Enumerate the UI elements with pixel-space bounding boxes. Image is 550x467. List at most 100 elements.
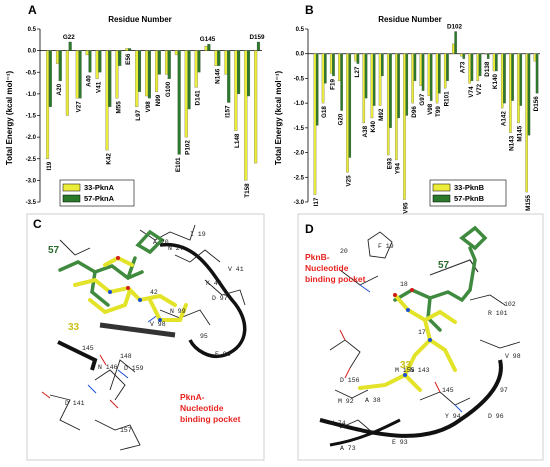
y-tick-label: -2.5 bbox=[26, 157, 37, 163]
panel-d-structure: D bbox=[297, 213, 544, 461]
bar-33-pknb-g97 bbox=[419, 53, 423, 86]
panel-c-strand bbox=[99, 322, 176, 338]
bar-57-pknb-a73 bbox=[462, 53, 466, 59]
bar-33-pknb-k40 bbox=[370, 53, 374, 119]
panel-c-residue-label: 95 bbox=[200, 333, 208, 340]
bar-33-pknb-v74 bbox=[468, 53, 471, 84]
panel-c-pocket-line3: binding pocket bbox=[180, 414, 241, 424]
panel-c-letter: C bbox=[33, 217, 42, 231]
panel-c-residue-label: N 27 bbox=[168, 245, 184, 252]
bar-33-pknb-m92 bbox=[378, 53, 382, 106]
bar-57-pkna-d141 bbox=[197, 50, 201, 73]
bar-57-pkna-g22 bbox=[68, 41, 72, 51]
panel-c-structure: C bbox=[26, 213, 265, 461]
bar-57-pkna-p102 bbox=[187, 50, 191, 110]
y-tick-label: -2.5 bbox=[294, 175, 305, 181]
bar-57-pknb-m92 bbox=[381, 53, 384, 77]
panel-d-residue-label: D 156 bbox=[340, 377, 360, 384]
panel-c-residue-label: D 97 bbox=[212, 295, 228, 302]
panel-d-ribbon-2 bbox=[329, 418, 401, 447]
bar-33-pknb-n143 bbox=[509, 53, 512, 133]
bar-33-pknb-v98 bbox=[427, 53, 431, 96]
bar-33-pkna-a40 bbox=[85, 50, 89, 56]
residue-label-v25: V25 bbox=[346, 175, 353, 187]
bar-33-pkna-l148 bbox=[234, 50, 238, 131]
bar-57-pknb-d156 bbox=[535, 53, 539, 94]
residue-label-d102: D102 bbox=[447, 23, 463, 30]
residue-label-r101: R101 bbox=[443, 91, 450, 107]
panel-d-residue-label: 17 bbox=[418, 329, 426, 336]
bar-57-pknb-a38 bbox=[364, 53, 368, 99]
bar-33-pkna-g145 bbox=[204, 46, 208, 51]
residue-label-a20: A20 bbox=[56, 83, 63, 95]
bar-33-pkna-n99 bbox=[155, 50, 159, 92]
panel-d-residue-label: M 155 bbox=[395, 367, 415, 374]
panel-c-frame bbox=[26, 213, 265, 461]
bar-33-pkna-v41 bbox=[95, 50, 99, 79]
bar-33-pknb-e93 bbox=[386, 53, 390, 156]
panel-c-ligand-n bbox=[108, 290, 162, 322]
y-tick-label: 0.0 bbox=[28, 49, 37, 55]
panel-c-ligand-33-label: 33 bbox=[68, 322, 80, 333]
y-tick-label: -0.5 bbox=[26, 70, 37, 76]
y-tick-label: -1.5 bbox=[294, 126, 305, 132]
bar-33-pkna-g22 bbox=[65, 50, 69, 116]
legend-label-57-pknb: 57-PknB bbox=[454, 194, 485, 203]
residue-label-g100: G100 bbox=[165, 81, 172, 97]
y-tick-label: -2.0 bbox=[26, 135, 37, 141]
bar-57-pknb-n143 bbox=[511, 53, 514, 101]
y-tick-label: -1.5 bbox=[26, 114, 37, 120]
panel-d-residue-label: 97 bbox=[500, 387, 508, 394]
residue-label-p102: P102 bbox=[185, 140, 192, 155]
panel-d-residue-label: M 92 bbox=[338, 398, 354, 405]
bar-33-pknb-i17 bbox=[313, 53, 317, 195]
panel-c-ligand-57-label: 57 bbox=[48, 245, 60, 256]
bar-33-pkna-p102 bbox=[184, 50, 188, 138]
panel-b-legend: 33-PknB 57-PknB bbox=[429, 179, 507, 207]
panel-c-pocket-line2: Nucleotide bbox=[180, 403, 224, 413]
panel-d-ligand-n bbox=[403, 308, 432, 377]
panel-d-pocket-line3: binding pocket bbox=[305, 274, 366, 284]
bar-57-pknb-g20 bbox=[340, 53, 343, 111]
bar-57-pknb-d96 bbox=[413, 53, 417, 82]
residue-label-d141: D141 bbox=[195, 90, 202, 106]
bar-57-pknb-g18 bbox=[324, 53, 327, 84]
residue-label-t99: T99 bbox=[435, 106, 442, 117]
residue-label-d156: D156 bbox=[533, 96, 540, 112]
bar-57-pkna-v27 bbox=[78, 50, 82, 99]
residue-label-d159: D159 bbox=[250, 34, 266, 41]
bar-57-pknb-k40 bbox=[372, 53, 376, 106]
bar-33-pkna-e56 bbox=[125, 48, 129, 51]
bar-57-pknb-d102 bbox=[454, 31, 457, 54]
panel-c-ribbon bbox=[159, 242, 247, 358]
residue-label-l148: L148 bbox=[234, 133, 241, 148]
bar-57-pknb-y94 bbox=[397, 53, 400, 119]
residue-label-f19: F19 bbox=[329, 78, 336, 89]
panel-d-residue-label: 145 bbox=[442, 387, 454, 394]
panel-a-legend: 33-PknA 57-PknA bbox=[59, 179, 135, 207]
legend-label-33-pknb: 33-PknB bbox=[454, 183, 485, 192]
residue-label-k42: K42 bbox=[105, 153, 112, 165]
panel-c-ligand-o bbox=[116, 256, 130, 290]
bar-57-pknb-v25 bbox=[348, 53, 352, 158]
bar-57-pkna-t158 bbox=[247, 50, 251, 97]
panel-d-residue-label: V 74 bbox=[330, 420, 346, 427]
panel-c-residue-label: 42 bbox=[150, 289, 158, 296]
bar-57-pkna-i157 bbox=[227, 50, 231, 103]
panel-c-pocket-line1: PknA- bbox=[180, 392, 205, 402]
bar-57-pkna-m55 bbox=[118, 50, 122, 66]
bar-33-pkna-g100 bbox=[164, 50, 168, 75]
panel-c-residue-label: N 99 bbox=[170, 308, 186, 315]
panel-d-residue-label: Y 94 bbox=[445, 413, 461, 420]
panel-c-residue-wires bbox=[49, 224, 246, 451]
residue-label-v72: V72 bbox=[476, 83, 483, 95]
y-tick-label: -0.5 bbox=[294, 76, 305, 82]
bar-57-pknb-i17 bbox=[315, 53, 319, 126]
residue-label-m155: M155 bbox=[525, 195, 532, 211]
legend-swatch-33-pknb bbox=[432, 183, 451, 192]
bar-33-pkna-m55 bbox=[115, 50, 119, 99]
bar-33-pknb-f19 bbox=[329, 53, 333, 74]
bar-33-pknb-d138 bbox=[484, 53, 488, 55]
y-tick-label: -1.0 bbox=[294, 101, 305, 107]
panel-d-residue-label: 18 bbox=[400, 281, 408, 288]
